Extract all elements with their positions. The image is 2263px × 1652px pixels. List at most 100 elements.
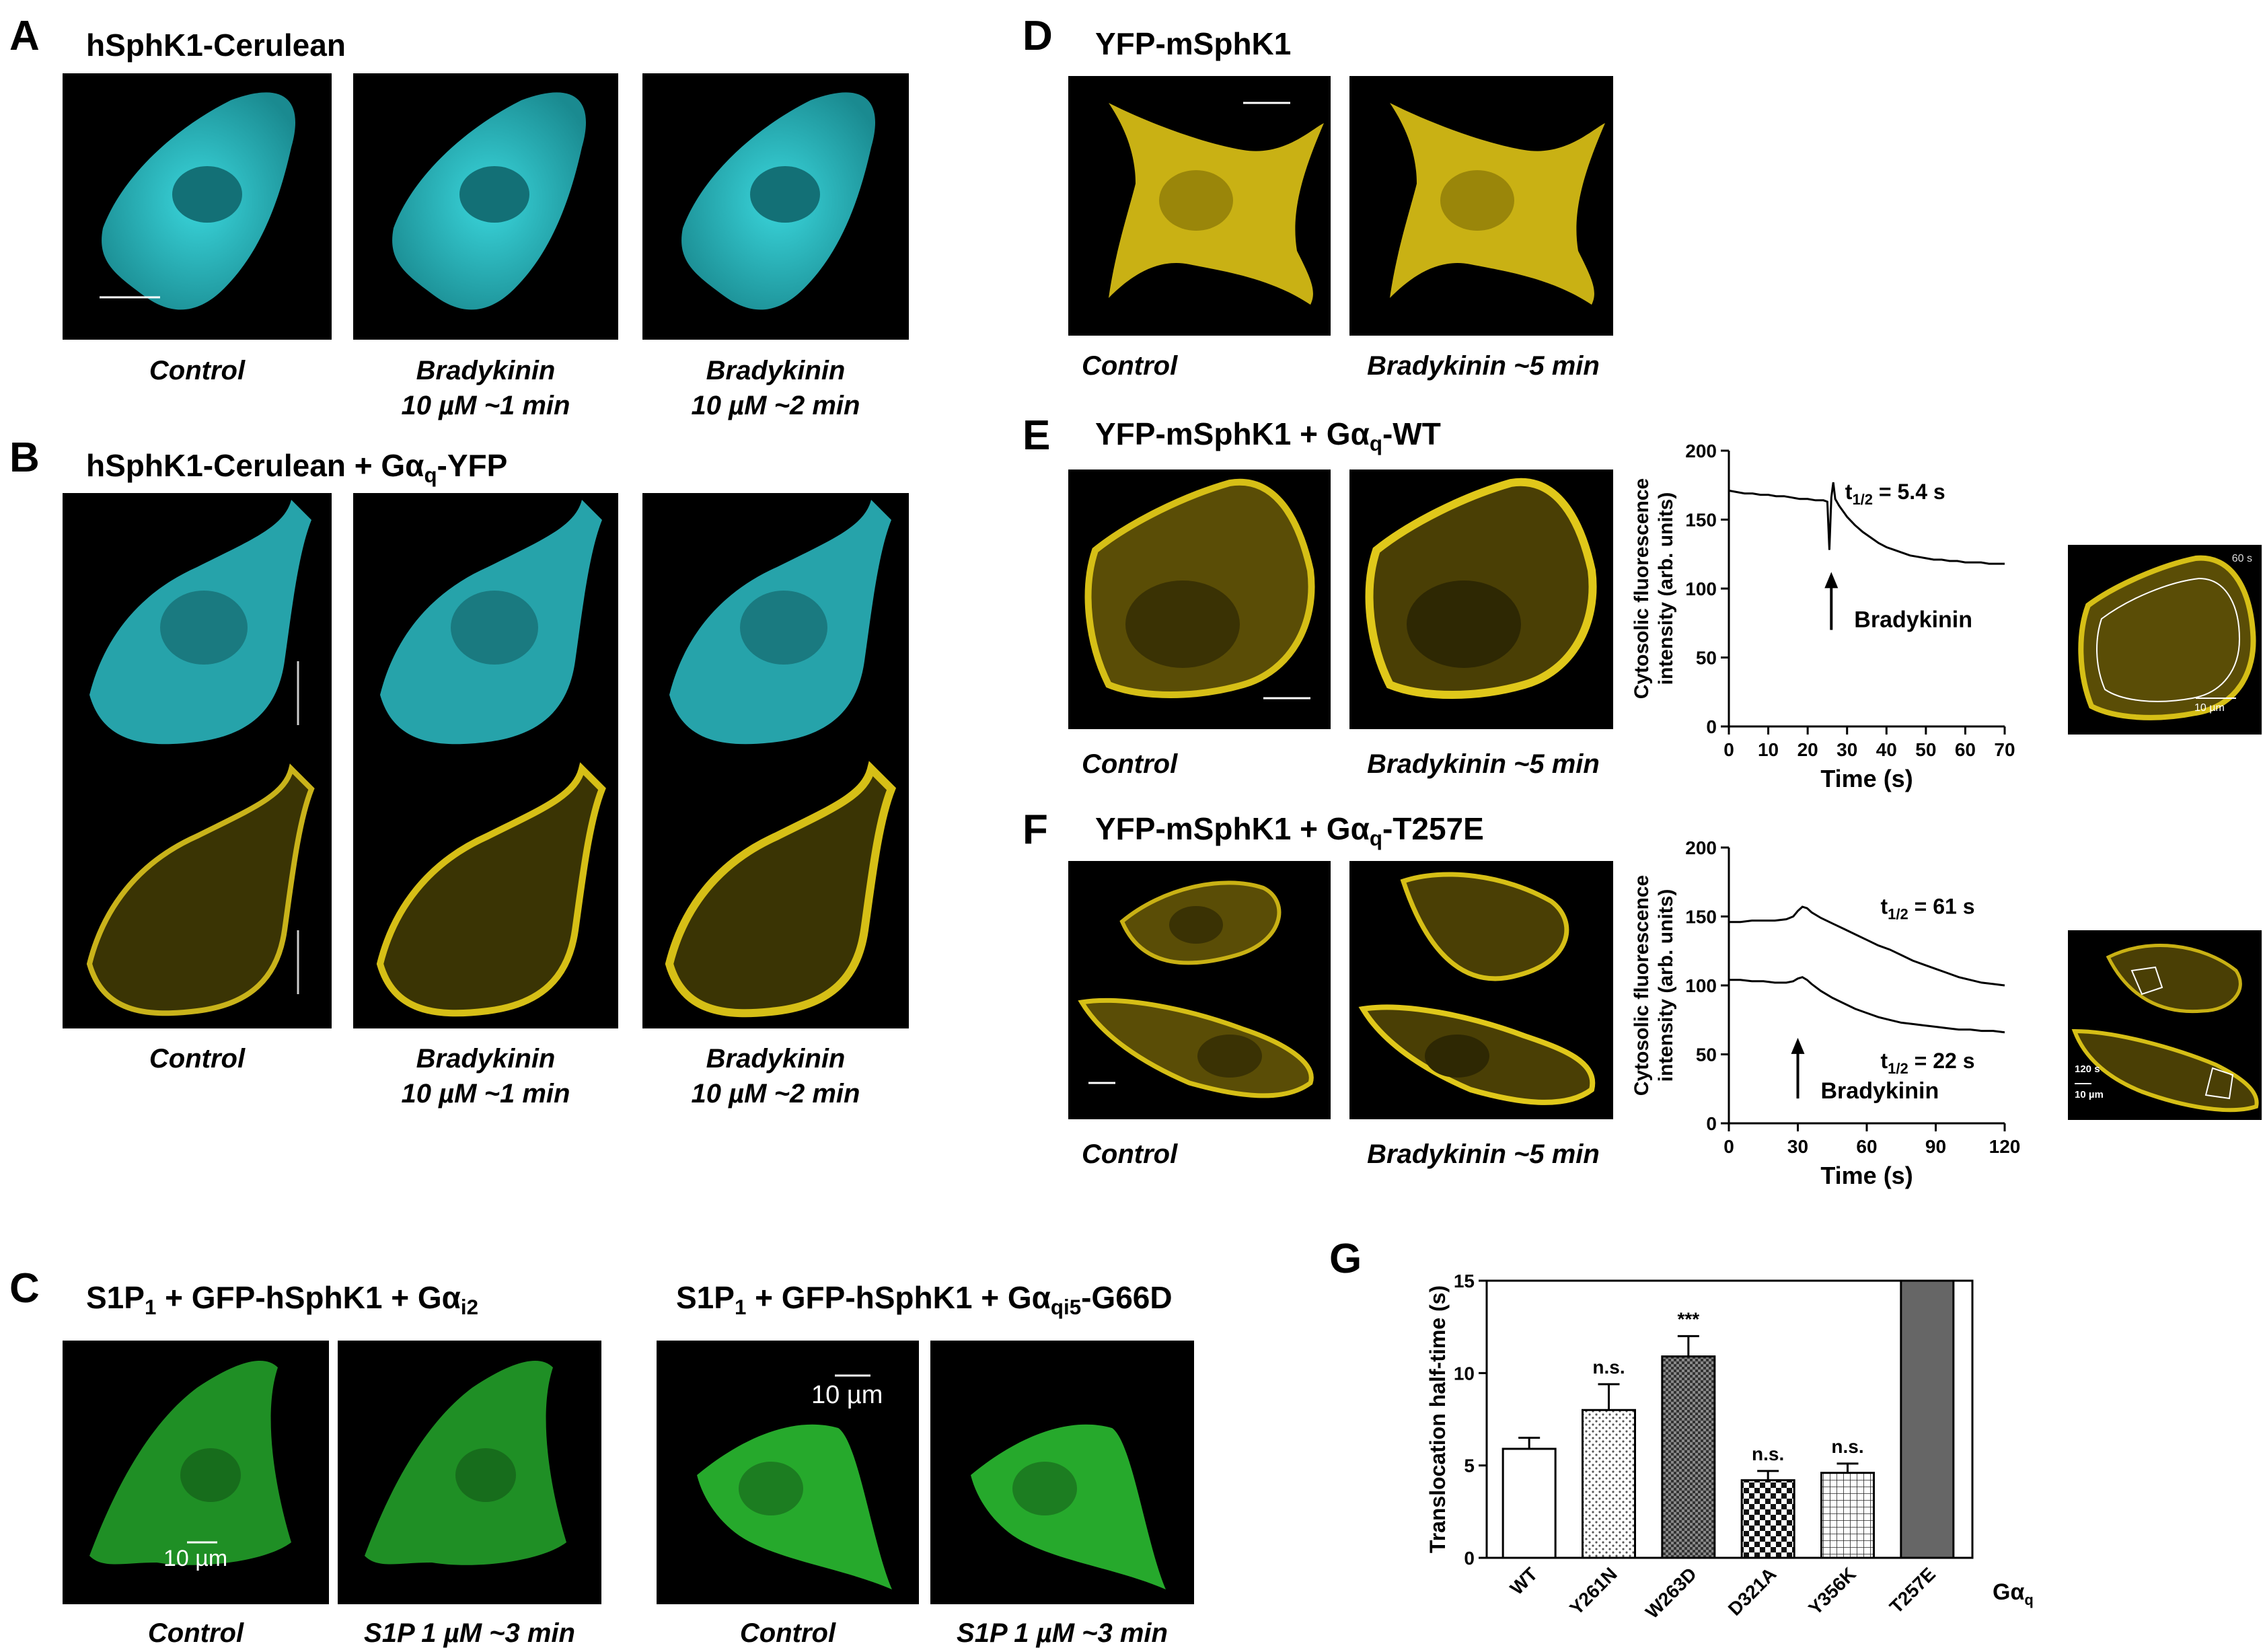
series-line-1 bbox=[1729, 905, 2005, 987]
category-label-W263D: W263D bbox=[1641, 1563, 1701, 1622]
panel-a-title: hSphK1-Cerulean bbox=[86, 28, 346, 63]
x-tick-label: 60 bbox=[1955, 739, 1976, 760]
arrow-head bbox=[1791, 1037, 1805, 1054]
y-tick-label: 15 bbox=[1454, 1271, 1475, 1291]
x-tick-label: 30 bbox=[1837, 739, 1857, 760]
x-tick-label: 50 bbox=[1915, 739, 1936, 760]
y-tick-label: 200 bbox=[1685, 837, 1717, 858]
x-axis-label: Time (s) bbox=[1820, 765, 1913, 792]
half-time-annotation-top: t1/2 = 61 s bbox=[1881, 894, 1975, 922]
micrograph-a-control bbox=[63, 73, 332, 340]
y-tick-label: 5 bbox=[1464, 1456, 1475, 1476]
category-label-Y261N: Y261N bbox=[1565, 1563, 1621, 1618]
inset-f-scale: 10 µm bbox=[2075, 1089, 2104, 1100]
x-axis-label: Time (s) bbox=[1820, 1162, 1913, 1189]
micrograph-f-control bbox=[1068, 861, 1331, 1119]
panel-label-c: C bbox=[9, 1265, 40, 1312]
caption-b-control: Control bbox=[149, 1044, 246, 1074]
y-tick-label: 150 bbox=[1685, 907, 1717, 928]
half-time-annotation-main: t bbox=[1845, 480, 1853, 504]
bar-T257E bbox=[1900, 1279, 1955, 1559]
category-label-D321A: D321A bbox=[1724, 1563, 1781, 1620]
caption-a-control: Control bbox=[149, 356, 246, 385]
scale-label-c1: 10 µm bbox=[163, 1546, 228, 1571]
y-tick-label: 50 bbox=[1696, 648, 1717, 669]
bar-W263D bbox=[1661, 1355, 1716, 1559]
micrograph-d-bk-5min bbox=[1349, 76, 1613, 336]
scale-label-c2: 10 µm bbox=[811, 1381, 883, 1409]
bar-WT bbox=[1501, 1448, 1557, 1559]
category-label-WT: WT bbox=[1506, 1563, 1542, 1599]
arrow-label: Bradykinin bbox=[1854, 607, 1972, 632]
micrograph-e-bk-5min bbox=[1349, 470, 1613, 729]
y-tick-label: 0 bbox=[1706, 716, 1717, 737]
series-line-2 bbox=[1729, 976, 2005, 1034]
bar-Y356K bbox=[1820, 1472, 1875, 1559]
half-time-annotation-bottom: t1/2 = 22 s bbox=[1881, 1049, 1975, 1077]
x-axis-label: Gαq bbox=[1993, 1579, 2034, 1608]
y-axis-label: Translocation half-time (s) bbox=[1425, 1285, 1450, 1553]
caption-f-bk: Bradykinin ~5 min bbox=[1367, 1139, 1600, 1169]
panel-label-a: A bbox=[9, 13, 40, 59]
x-tick-label: 0 bbox=[1723, 739, 1734, 760]
significance-Y356K: n.s. bbox=[1831, 1436, 1863, 1457]
micrograph-b-bk-2min bbox=[642, 493, 909, 1028]
y-axis-label-line2: intensity (arb. units) bbox=[1655, 492, 1677, 685]
inset-f-time: 120 s bbox=[2075, 1063, 2100, 1075]
caption-c1-s1p: S1P 1 µM ~3 min bbox=[364, 1618, 575, 1648]
caption-d-bk: Bradykinin ~5 min bbox=[1367, 351, 1600, 381]
bar-Y261N bbox=[1582, 1409, 1636, 1559]
micrograph-c1-s1p bbox=[338, 1341, 601, 1604]
y-tick-label: 50 bbox=[1696, 1045, 1717, 1065]
x-tick-label: 70 bbox=[1994, 739, 2015, 760]
panel-f-title: YFP-mSphK1 + Gαq-T257E bbox=[1095, 811, 1484, 850]
x-axis-label-main: Gα bbox=[1993, 1579, 2024, 1605]
caption-f-control: Control bbox=[1082, 1139, 1178, 1169]
half-time-annotation-bottom-value: = 22 s bbox=[1908, 1049, 1975, 1073]
x-tick-label: 30 bbox=[1787, 1136, 1808, 1157]
micrograph-c1-control: 10 µm bbox=[63, 1341, 329, 1604]
panel-label-f: F bbox=[1023, 806, 1048, 853]
caption-c1-control: Control bbox=[147, 1618, 244, 1648]
panel-c-title-2: S1P1 + GFP-hSphK1 + Gαqi5-G66D bbox=[676, 1280, 1173, 1319]
panel-b-title: hSphK1-Cerulean + Gαq-YFP bbox=[86, 448, 508, 487]
y-axis-label: Cytosolic fluorescence intensity (arb. un… bbox=[1631, 478, 1677, 699]
caption-c2-control: Control bbox=[739, 1618, 836, 1648]
panel-label-d: D bbox=[1023, 13, 1053, 59]
micrograph-c2-control: 10 µm bbox=[657, 1341, 919, 1604]
y-tick-label: 200 bbox=[1685, 441, 1717, 461]
y-axis-label-line2: intensity (arb. units) bbox=[1655, 889, 1677, 1082]
micrograph-b-bk-1min bbox=[353, 493, 618, 1028]
panel-label-b: B bbox=[9, 435, 40, 481]
significance-Y261N: n.s. bbox=[1592, 1357, 1625, 1378]
panel-d-title: YFP-mSphK1 bbox=[1095, 26, 1292, 61]
panel-c-title-1: S1P1 + GFP-hSphK1 + Gαi2 bbox=[86, 1280, 478, 1319]
significance-D321A: n.s. bbox=[1752, 1443, 1784, 1464]
y-tick-label: 100 bbox=[1685, 578, 1717, 599]
inset-e-scale: 10 µm bbox=[2194, 702, 2225, 714]
caption-e-control: Control bbox=[1082, 749, 1178, 779]
x-axis-label-sub: q bbox=[2024, 1591, 2033, 1608]
half-time-annotation-top-main: t bbox=[1881, 894, 1888, 918]
y-axis-label-line1: Cytosolic fluorescence bbox=[1631, 478, 1653, 699]
series-line-1 bbox=[1728, 482, 2005, 565]
y-tick-label: 10 bbox=[1454, 1363, 1475, 1384]
micrograph-d-control bbox=[1068, 76, 1331, 336]
x-tick-label: 60 bbox=[1856, 1136, 1877, 1157]
y-axis-label-line1: Cytosolic fluorescence bbox=[1631, 875, 1653, 1096]
x-tick-label: 90 bbox=[1925, 1136, 1946, 1157]
panel-label-g: G bbox=[1329, 1236, 1362, 1282]
caption-c2-s1p: S1P 1 µM ~3 min bbox=[957, 1618, 1168, 1648]
half-time-annotation-sub: 1/2 bbox=[1852, 491, 1873, 508]
inset-e-time: 60 s bbox=[2231, 553, 2252, 564]
micrograph-c2-s1p bbox=[930, 1341, 1194, 1604]
caption-e-bk: Bradykinin ~5 min bbox=[1367, 749, 1600, 779]
micrograph-e-control bbox=[1068, 470, 1331, 729]
x-tick-label: 120 bbox=[1989, 1136, 2021, 1157]
chart-e: 0 50 100 150 200 0 10 20 30 40 50 60 70 Time (s) Cytos… bbox=[1631, 441, 2015, 792]
category-label-T257E: T257E bbox=[1886, 1563, 1939, 1617]
arrow-head bbox=[1824, 572, 1839, 589]
plot-frame bbox=[1485, 1279, 1974, 1559]
micrograph-a-bk-1min bbox=[353, 73, 618, 340]
